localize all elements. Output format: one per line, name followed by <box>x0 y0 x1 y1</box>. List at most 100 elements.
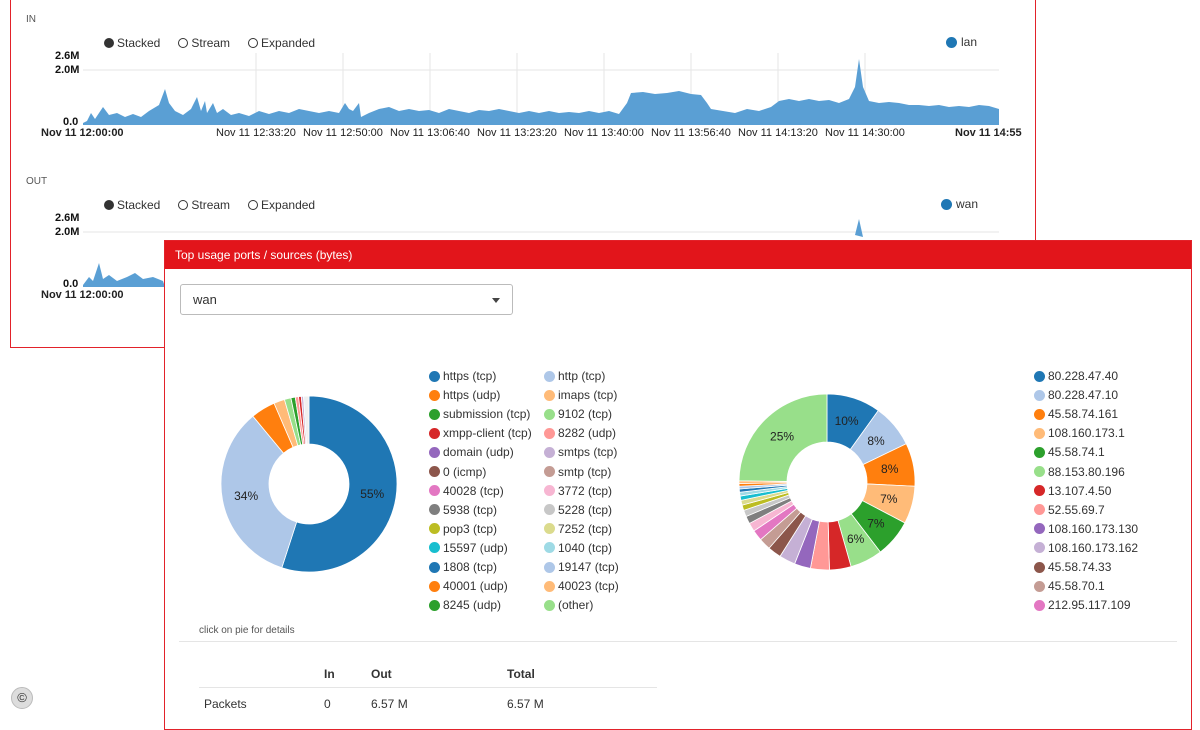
x-tick-end: Nov 11 14:55 <box>955 127 1022 139</box>
legend-item[interactable]: 80.228.47.10 <box>1034 388 1118 402</box>
legend-item[interactable]: 40001 (udp) <box>429 579 508 593</box>
legend-label: smtps (tcp) <box>558 445 618 460</box>
legend-label: 7252 (tcp) <box>558 521 613 536</box>
legend-swatch-icon <box>544 523 555 535</box>
legend-swatch-icon <box>1034 446 1045 458</box>
legend-item[interactable]: 40028 (tcp) <box>429 484 504 498</box>
mode-stream-radio[interactable]: Stream <box>178 198 230 212</box>
in-series-legend[interactable]: lan <box>946 35 977 49</box>
pie-slice[interactable] <box>281 396 397 572</box>
legend-label: 5938 (tcp) <box>443 502 498 517</box>
pie-slice[interactable] <box>739 394 828 482</box>
legend-item[interactable]: 9102 (tcp) <box>544 407 612 421</box>
legend-item[interactable]: https (tcp) <box>429 369 496 383</box>
legend-item[interactable]: 52.55.69.7 <box>1034 503 1105 517</box>
y-tick: 2.0M <box>55 226 80 238</box>
legend-item[interactable]: http (tcp) <box>544 369 605 383</box>
mode-stacked-radio[interactable]: Stacked <box>104 36 160 50</box>
legend-item[interactable]: submission (tcp) <box>429 407 530 421</box>
mode-expanded-radio[interactable]: Expanded <box>248 198 315 212</box>
legend-item[interactable]: 13.107.4.50 <box>1034 484 1111 498</box>
mode-stacked-radio[interactable]: Stacked <box>104 198 160 212</box>
legend-item[interactable]: https (udp) <box>429 388 500 402</box>
legend-item[interactable]: (other) <box>544 598 593 612</box>
legend-item[interactable]: 45.58.74.161 <box>1034 407 1118 421</box>
legend-swatch-icon <box>1034 370 1045 382</box>
out-section-label: OUT <box>26 176 48 187</box>
pie-slice-label: 55% <box>360 487 384 501</box>
x-tick-start: Nov 11 12:00:00 <box>41 289 124 301</box>
legend-swatch-icon <box>544 580 555 592</box>
pie-slice[interactable] <box>221 415 298 569</box>
legend-swatch-icon <box>1034 542 1045 554</box>
legend-swatch-icon <box>429 466 440 477</box>
ports-pie-chart[interactable]: 55% 34% <box>221 396 397 572</box>
legend-label: (other) <box>558 598 594 613</box>
in-x-axis: Nov 11 12:33:20 Nov 11 12:50:00 Nov 11 1… <box>216 127 916 143</box>
legend-item[interactable]: 1808 (tcp) <box>429 560 497 574</box>
legend-swatch-icon <box>544 599 555 611</box>
table-row: Packets 0 6.57 M 6.57 M <box>199 689 657 717</box>
legend-item[interactable]: 45.58.74.33 <box>1034 560 1111 574</box>
legend-label: pop3 (tcp) <box>443 521 498 536</box>
legend-item[interactable]: pop3 (tcp) <box>429 522 497 536</box>
out-series-legend[interactable]: wan <box>941 197 978 211</box>
legend-swatch-icon <box>429 427 440 439</box>
pie-slice[interactable] <box>303 396 310 445</box>
cell-out: 6.57 M <box>371 697 408 711</box>
x-tick: Nov 11 14:30:00 <box>825 127 905 139</box>
legend-swatch-icon <box>544 542 555 554</box>
radio-empty-icon <box>178 38 189 48</box>
legend-item[interactable]: 19147 (tcp) <box>544 560 619 574</box>
legend-item[interactable]: 8245 (udp) <box>429 598 501 612</box>
y-tick: 2.0M <box>55 64 80 76</box>
legend-item[interactable]: 5228 (tcp) <box>544 503 612 517</box>
legend-label: 45.58.74.1 <box>1048 445 1105 460</box>
legend-label: 212.95.117.109 <box>1048 598 1131 613</box>
pie-slice-label: 25% <box>770 429 794 443</box>
legend-item[interactable]: 5938 (tcp) <box>429 503 497 517</box>
legend-label: imaps (tcp) <box>558 388 618 403</box>
legend-item[interactable]: 212.95.117.109 <box>1034 598 1131 612</box>
legend-swatch-icon <box>429 485 440 497</box>
interface-select[interactable]: wan <box>180 284 513 315</box>
legend-item[interactable]: xmpp-client (tcp) <box>429 426 532 440</box>
legend-item[interactable]: smtps (tcp) <box>544 445 617 459</box>
legend-item[interactable]: 88.153.80.196 <box>1034 465 1125 479</box>
col-header-out: Out <box>371 667 392 681</box>
legend-swatch-icon <box>544 504 555 516</box>
legend-item[interactable]: 108.160.173.1 <box>1034 426 1125 440</box>
legend-item[interactable]: 15597 (udp) <box>429 541 508 555</box>
legend-item[interactable]: 45.58.74.1 <box>1034 445 1105 459</box>
legend-item[interactable]: 7252 (tcp) <box>544 522 612 536</box>
legend-swatch-icon <box>544 561 555 573</box>
legend-label: https (udp) <box>443 388 501 403</box>
legend-item[interactable]: imaps (tcp) <box>544 388 617 402</box>
legend-item[interactable]: 45.58.70.1 <box>1034 579 1105 593</box>
legend-label: 15597 (udp) <box>443 540 508 555</box>
legend-item[interactable]: domain (udp) <box>429 445 514 459</box>
legend-item[interactable]: 80.228.47.40 <box>1034 369 1118 383</box>
legend-swatch-icon <box>544 370 555 382</box>
divider <box>179 641 1177 642</box>
legend-swatch-icon <box>429 523 440 535</box>
legend-item[interactable]: 0 (icmp) <box>429 465 486 479</box>
legend-item[interactable]: smtp (tcp) <box>544 465 611 479</box>
legend-item[interactable]: 108.160.173.162 <box>1034 541 1138 555</box>
mode-expanded-radio[interactable]: Expanded <box>248 36 315 50</box>
pie-slice-label: 10% <box>835 414 859 428</box>
y-tick: 2.6M <box>55 212 80 224</box>
legend-swatch-icon <box>429 389 440 401</box>
mode-stream-radio[interactable]: Stream <box>178 36 230 50</box>
sources-pie-chart[interactable]: 10%8%8%7%7%6%25% <box>739 394 915 570</box>
legend-item[interactable]: 1040 (tcp) <box>544 541 612 555</box>
legend-item[interactable]: 40023 (tcp) <box>544 579 619 593</box>
y-tick: 0.0 <box>63 278 79 290</box>
col-header-in: In <box>324 667 335 681</box>
legend-item[interactable]: 8282 (udp) <box>544 426 616 440</box>
legend-label: 0 (icmp) <box>443 464 487 479</box>
legend-item[interactable]: 3772 (tcp) <box>544 484 612 498</box>
legend-item[interactable]: 108.160.173.130 <box>1034 522 1138 536</box>
legend-label: domain (udp) <box>443 445 514 460</box>
pie-hint-text: click on pie for details <box>199 625 295 636</box>
